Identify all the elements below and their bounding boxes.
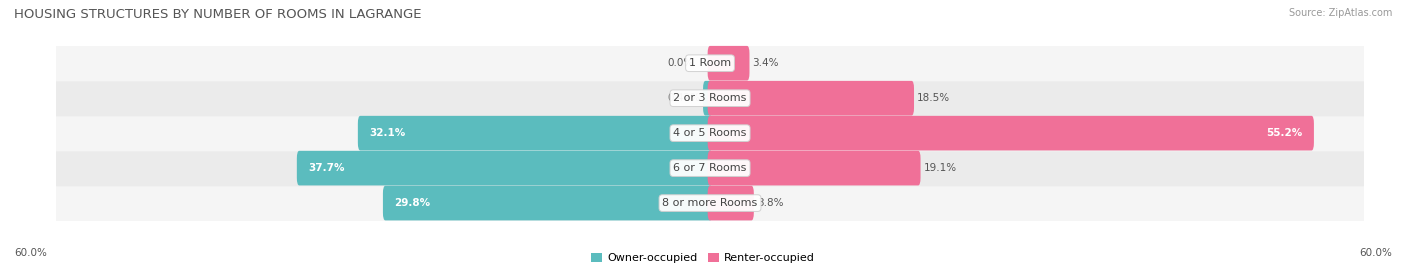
FancyBboxPatch shape	[56, 185, 1364, 221]
Text: 60.0%: 60.0%	[14, 248, 46, 258]
Text: 3.4%: 3.4%	[752, 58, 779, 68]
FancyBboxPatch shape	[382, 186, 713, 220]
Text: 8 or more Rooms: 8 or more Rooms	[662, 198, 758, 208]
FancyBboxPatch shape	[56, 45, 1364, 82]
Text: 0.42%: 0.42%	[666, 93, 700, 103]
Text: 29.8%: 29.8%	[394, 198, 430, 208]
FancyBboxPatch shape	[56, 80, 1364, 116]
Legend: Owner-occupied, Renter-occupied: Owner-occupied, Renter-occupied	[592, 253, 814, 263]
FancyBboxPatch shape	[297, 151, 713, 185]
Text: 1 Room: 1 Room	[689, 58, 731, 68]
FancyBboxPatch shape	[707, 116, 1315, 150]
FancyBboxPatch shape	[707, 46, 749, 80]
FancyBboxPatch shape	[56, 150, 1364, 186]
FancyBboxPatch shape	[707, 151, 921, 185]
Text: 18.5%: 18.5%	[917, 93, 950, 103]
Text: 60.0%: 60.0%	[1360, 248, 1392, 258]
FancyBboxPatch shape	[707, 81, 914, 115]
Text: 0.0%: 0.0%	[668, 58, 693, 68]
Text: 32.1%: 32.1%	[368, 128, 405, 138]
Text: 55.2%: 55.2%	[1267, 128, 1303, 138]
Text: 6 or 7 Rooms: 6 or 7 Rooms	[673, 163, 747, 173]
Text: 2 or 3 Rooms: 2 or 3 Rooms	[673, 93, 747, 103]
Text: 4 or 5 Rooms: 4 or 5 Rooms	[673, 128, 747, 138]
Text: 3.8%: 3.8%	[756, 198, 783, 208]
FancyBboxPatch shape	[707, 186, 754, 220]
FancyBboxPatch shape	[703, 81, 713, 115]
Text: Source: ZipAtlas.com: Source: ZipAtlas.com	[1288, 8, 1392, 18]
Text: 37.7%: 37.7%	[308, 163, 344, 173]
FancyBboxPatch shape	[56, 115, 1364, 151]
Text: 19.1%: 19.1%	[924, 163, 956, 173]
Text: HOUSING STRUCTURES BY NUMBER OF ROOMS IN LAGRANGE: HOUSING STRUCTURES BY NUMBER OF ROOMS IN…	[14, 8, 422, 21]
FancyBboxPatch shape	[359, 116, 713, 150]
